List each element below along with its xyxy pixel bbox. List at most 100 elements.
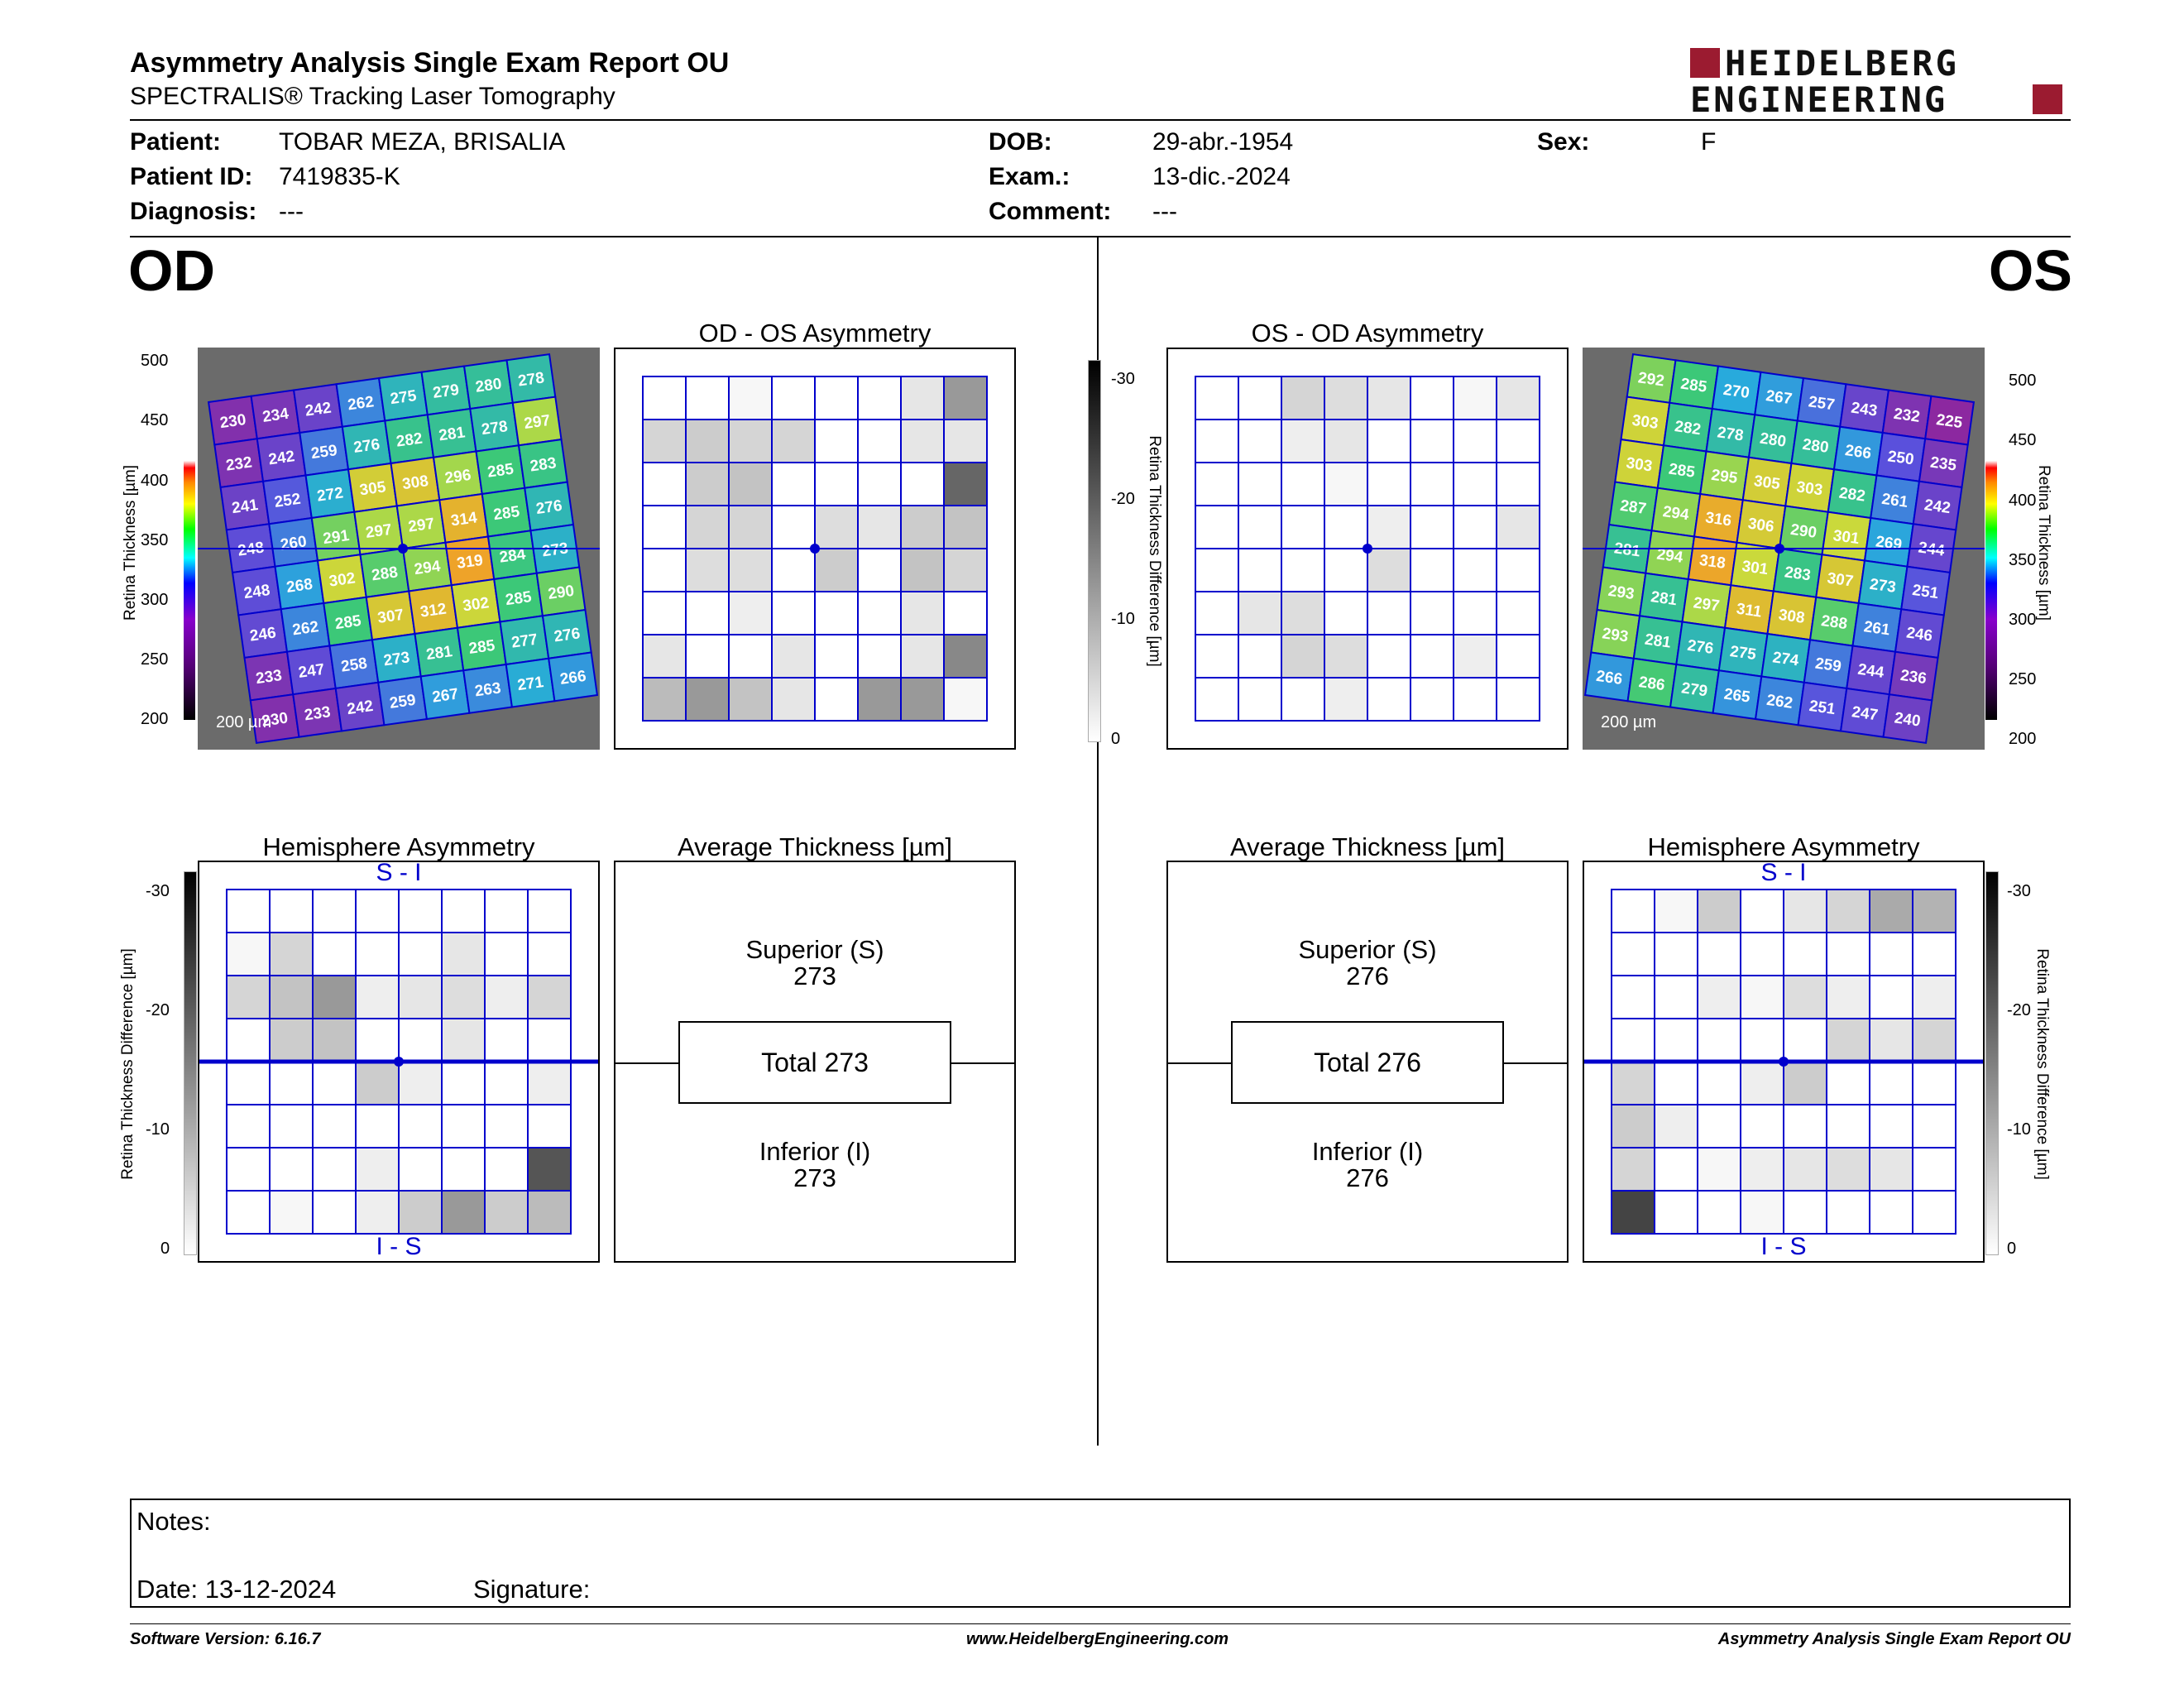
thickness-value: 283 [1784,563,1812,584]
tick: 450 [2009,431,2037,449]
asymmetry-cell [1367,591,1411,635]
logo-line2: ENGINEERING [1690,79,1948,120]
asymmetry-cell [226,975,271,1019]
asymmetry-cell [398,1018,443,1062]
asymmetry-cell [1654,932,1698,976]
thickness-value: 233 [304,703,332,724]
od-hemi-colorbar: -30 -20 -10 0 Retina Thickness Differenc… [119,869,199,1258]
thickness-value: 248 [237,539,265,559]
tick: 0 [1111,730,1121,748]
patient-id-label: Patient ID: [130,163,253,190]
thickness-value: 261 [1863,618,1892,639]
asymmetry-cell [269,889,314,933]
thickness-value: 303 [1631,412,1659,433]
tick: -30 [2007,882,2031,900]
asymmetry-cell [642,591,687,635]
thickness-value: 302 [328,569,356,590]
thickness-value: 262 [347,393,375,414]
asymmetry-cell [226,889,271,933]
asymmetry-cell [685,548,730,592]
asymmetry-cell [771,376,816,420]
asymmetry-cell [1697,1061,1741,1105]
thickness-value: 287 [1619,497,1647,518]
thickness-value: 279 [1680,679,1708,700]
asymmetry-cell [1195,419,1239,463]
thickness-value: 278 [1716,424,1744,444]
thickness-value: 232 [225,453,253,474]
tick: 200 [2009,730,2037,748]
tick: -20 [2007,1001,2031,1019]
asymmetry-cell [1496,548,1540,592]
thickness-value: 235 [1929,453,1958,474]
asymmetry-cell [269,1061,314,1105]
tick: -20 [146,1001,170,1019]
asymmetry-cell [771,677,816,722]
website-link[interactable]: www.HeidelbergEngineering.com [966,1630,1229,1648]
asymmetry-cell [1783,889,1827,933]
asymmetry-cell [1195,634,1239,679]
asymmetry-cell [1281,505,1325,549]
asymmetry-cell [728,677,773,722]
od-hemi-grid [199,889,598,1235]
asymmetry-cell [1410,677,1454,722]
asymmetry-cell [1496,419,1540,463]
od-avg-panel: Superior (S) 273 Total 273 Inferior (I) … [614,861,1016,1263]
tick: 500 [141,352,169,370]
os-map-svg: 292 285 270 267 257 243 232 225 303 282 278 280 280 2… [1583,348,1985,750]
thickness-value: 303 [1795,478,1823,499]
thickness-value: 247 [1851,703,1879,724]
thickness-value: 281 [425,643,454,664]
asymmetry-cell [484,975,529,1019]
thickness-value: 297 [523,412,551,433]
asymmetry-cell [355,1147,400,1192]
notes-box[interactable]: Notes: Date: 13-12-2024 Signature: [130,1499,2071,1608]
od-avg-title: Average Thickness [µm] [677,832,953,861]
asymmetry-cell [1324,548,1368,592]
od-asym-grid [642,376,988,722]
asymmetry-cell [900,634,945,679]
asymmetry-cell [1453,376,1497,420]
diff-gradient [1985,871,1999,1255]
thickness-value: 301 [1741,558,1770,578]
asymmetry-cell [1654,975,1698,1019]
thickness-gradient [1985,360,1997,720]
tick: 500 [2009,372,2037,390]
asymmetry-cell [857,634,902,679]
asymmetry-cell [771,548,816,592]
asymmetry-cell [1611,1190,1655,1235]
fovea-center-marker [810,544,820,554]
asymmetry-cell [771,419,816,463]
asymmetry-cell [1783,1147,1827,1192]
asymmetry-cell [527,1061,572,1105]
asymmetry-cell [1869,1018,1913,1062]
asymmetry-cell [226,1147,271,1192]
asymmetry-cell [1367,634,1411,679]
thickness-value: 259 [1814,655,1842,675]
thickness-value: 290 [547,583,575,603]
thickness-value: 282 [1674,418,1702,439]
asymmetry-cell [1783,1018,1827,1062]
diff-axis-label: Retina Thickness Difference [µm] [1146,435,1163,667]
asymmetry-cell [1869,1190,1913,1235]
asymmetry-cell [1453,419,1497,463]
asymmetry-cell [527,1104,572,1149]
asymmetry-cell [1912,1018,1956,1062]
exam-date: 13-dic.-2024 [1152,163,1291,190]
asymmetry-cell [441,1061,486,1105]
os-inferior-label: Inferior (I) [1311,1137,1424,1166]
asymmetry-cell [312,1061,357,1105]
thickness-value: 261 [1880,491,1909,511]
thickness-value: 318 [1698,552,1727,573]
os-thickness-colorbar: 500 450 400 350 300 250 200 Retina Thick… [1984,348,2067,748]
asymmetry-cell [1238,419,1282,463]
asymmetry-cell [1324,677,1368,722]
thickness-value: 319 [456,552,484,573]
thickness-value: 279 [432,381,460,402]
asymmetry-cell [441,1190,486,1235]
thickness-value: 296 [443,467,472,487]
asymmetry-cell [1912,889,1956,933]
asymmetry-cell [1367,505,1411,549]
thickness-value: 268 [285,576,314,597]
asymmetry-cell [1826,975,1870,1019]
thickness-cell [1882,693,1933,745]
